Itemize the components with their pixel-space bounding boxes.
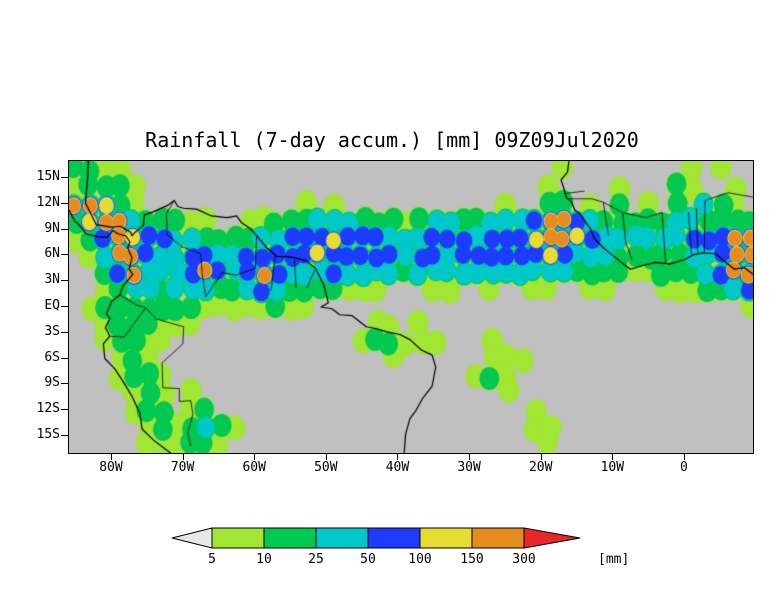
colorbar-segment: [367, 527, 421, 549]
lon-tick-mark: [183, 453, 184, 460]
lat-tick-mark: [61, 409, 68, 410]
lat-tick-mark: [61, 435, 68, 436]
lon-tick-label: 80W: [99, 460, 123, 475]
lat-tick-label: 3S: [44, 323, 60, 339]
colorbar-level-label: 300: [512, 552, 536, 567]
lat-tick-mark: [61, 280, 68, 281]
colorbar-level-label: 150: [460, 552, 484, 567]
lon-tick-label: 20W: [528, 460, 553, 475]
lon-tick-label: 0: [680, 460, 688, 475]
colorbar-segment: [419, 527, 473, 549]
lon-tick-mark: [612, 453, 613, 460]
colorbar-unit-label: [mm]: [598, 552, 630, 567]
lat-tick-label: 12N: [36, 194, 60, 210]
lon-tick-mark: [111, 453, 112, 460]
colorbar-segment: [315, 527, 369, 549]
colorbar-level-label: 10: [256, 552, 272, 567]
lat-tick-mark: [61, 306, 68, 307]
lat-tick-label: 15S: [36, 426, 60, 442]
lon-tick-label: 50W: [314, 460, 338, 475]
lat-tick-label: 6S: [44, 349, 60, 365]
lat-tick-label: 12S: [36, 401, 60, 417]
rainfall-field-canvas: [69, 161, 753, 453]
colorbar-level-label: 50: [360, 552, 376, 567]
lon-tick-mark: [326, 453, 327, 460]
lat-tick-mark: [61, 254, 68, 255]
colorbar: [171, 527, 581, 549]
lat-tick-label: 15N: [36, 169, 60, 185]
colorbar-level-label: 100: [408, 552, 432, 567]
colorbar-segment: [263, 527, 317, 549]
lat-tick-label: 6N: [44, 246, 60, 262]
lon-tick-label: 60W: [242, 460, 266, 475]
lon-tick-label: 10W: [600, 460, 625, 475]
colorbar-over-arrow: [523, 527, 581, 549]
lon-tick-label: 30W: [457, 460, 481, 475]
colorbar-level-label: 5: [208, 552, 216, 567]
colorbar-segment: [211, 527, 265, 549]
lat-tick-label: EQ: [44, 298, 60, 313]
colorbar-under-arrow: [171, 527, 213, 549]
lat-tick-label: 9N: [44, 220, 60, 236]
lat-tick-mark: [61, 203, 68, 204]
figure-title: Rainfall (7-day accum.) [mm] 09Z09Jul202…: [145, 128, 639, 152]
lat-tick-mark: [61, 229, 68, 230]
lat-tick-mark: [61, 383, 68, 384]
colorbar-segment: [471, 527, 525, 549]
lon-tick-mark: [469, 453, 470, 460]
lat-tick-mark: [61, 358, 68, 359]
map-plot-area: [68, 160, 754, 454]
lat-tick-mark: [61, 177, 68, 178]
lat-tick-label: 9S: [44, 375, 60, 391]
lon-tick-mark: [684, 453, 685, 460]
lon-tick-mark: [397, 453, 398, 460]
lat-tick-mark: [61, 332, 68, 333]
lat-tick-label: 3N: [44, 272, 60, 288]
lon-tick-mark: [541, 453, 542, 460]
lon-tick-label: 70W: [170, 460, 195, 475]
lon-tick-mark: [254, 453, 255, 460]
lon-tick-label: 40W: [385, 460, 410, 475]
colorbar-level-label: 25: [308, 552, 324, 567]
